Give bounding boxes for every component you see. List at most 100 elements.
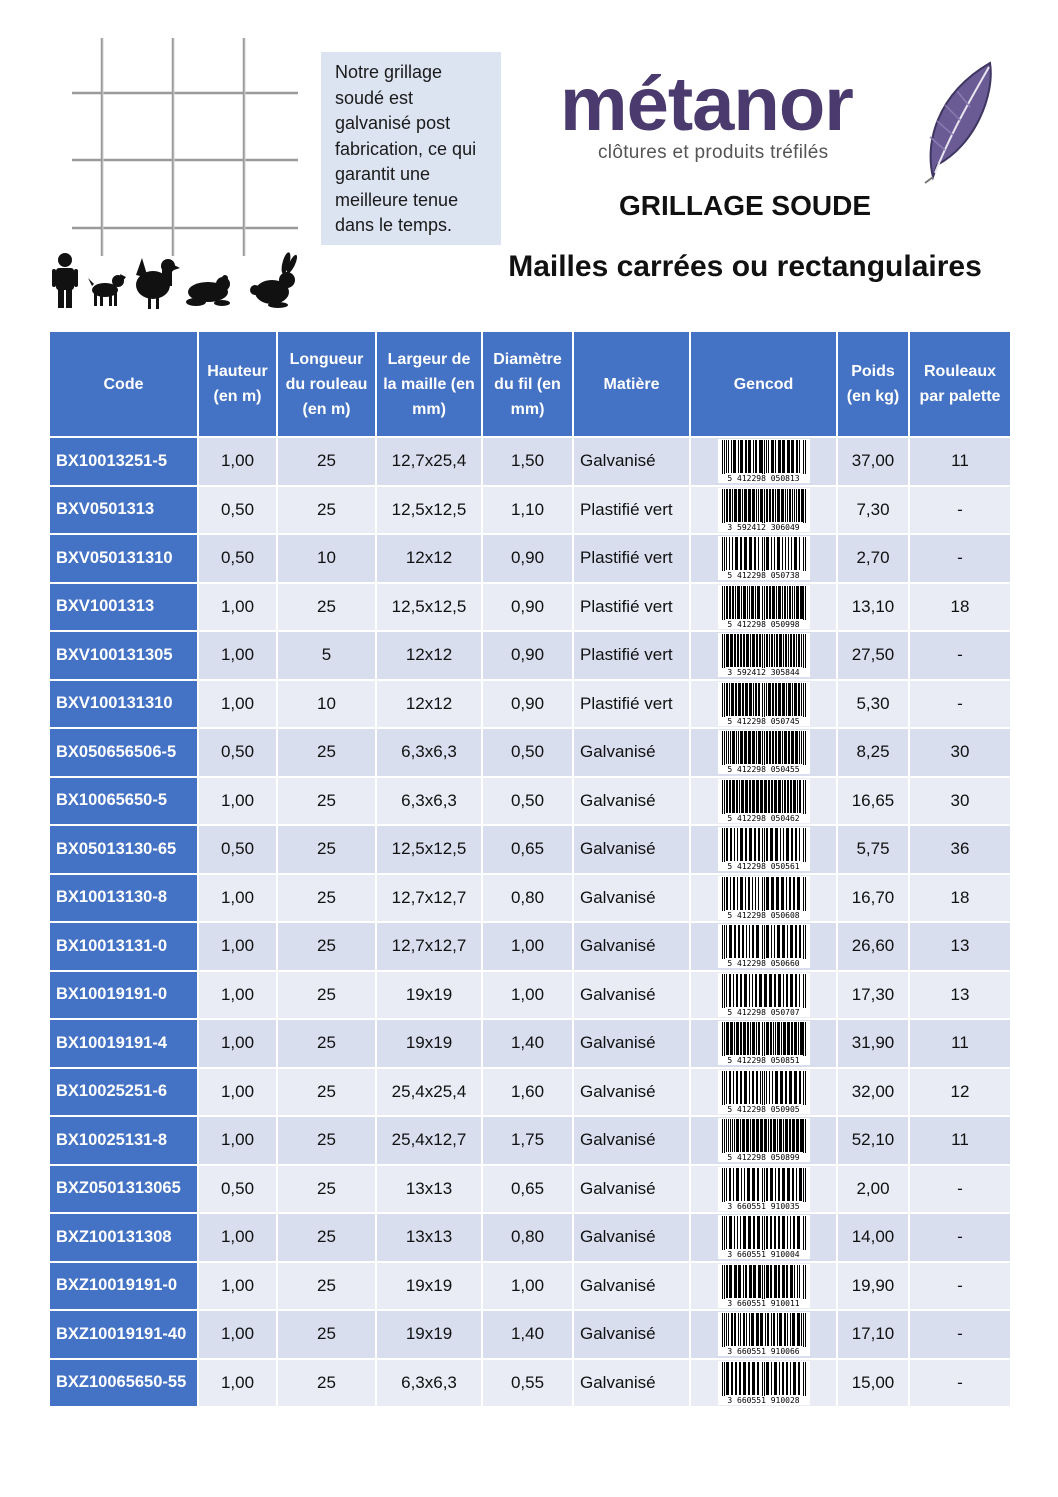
barcode-icon: 5 412298 050998 [717, 584, 810, 629]
diametre-cell: 0,80 [481, 1212, 574, 1263]
poids-cell: 2,70 [836, 533, 910, 584]
table-row: BXV100131310 1,00 10 12x12 0,90 Plastifié ver… [48, 678, 1012, 729]
table-row: BX05013130-65 0,50 25 12,5x12,5 0,65 Galvanis… [48, 824, 1012, 875]
matiere-cell: Galvanisé [572, 1309, 691, 1360]
poids-cell: 5,30 [836, 678, 910, 729]
page-subtitle: Mailles carrées ou rectangulaires [508, 250, 982, 283]
gencod-cell: 5 412298 050660 [689, 921, 838, 972]
code-cell: BXZ10065650-55 [48, 1357, 199, 1408]
gencod-cell: 5 412298 050738 [689, 533, 838, 584]
diametre-cell: 1,10 [481, 484, 574, 535]
largeur-cell: 12x12 [375, 533, 483, 584]
matiere-cell: Galvanisé [572, 1260, 691, 1311]
longueur-cell: 25 [276, 1212, 377, 1263]
rouleaux-cell: 18 [908, 872, 1012, 923]
code-cell: BX10013251-5 [48, 436, 199, 487]
rouleaux-cell: 30 [908, 775, 1012, 826]
matiere-cell: Galvanisé [572, 1163, 691, 1214]
barcode-icon: 3 592412 305844 [717, 633, 810, 678]
largeur-cell: 12,5x12,5 [375, 484, 483, 535]
code-cell: BX10025131-8 [48, 1115, 199, 1166]
barcode-icon: 5 412298 050660 [717, 924, 810, 969]
poids-cell: 8,25 [836, 727, 910, 778]
matiere-cell: Galvanisé [572, 969, 691, 1020]
hauteur-cell: 1,00 [197, 581, 278, 632]
column-header: Code [48, 330, 199, 438]
feather-icon [924, 61, 992, 184]
largeur-cell: 19x19 [375, 1018, 483, 1069]
table-row: BX10025251-6 1,00 25 25,4x25,4 1,60 Galvanisé… [48, 1066, 1012, 1117]
longueur-cell: 25 [276, 1066, 377, 1117]
table-row: BX10013251-5 1,00 25 12,7x25,4 1,50 Galvanisé… [48, 436, 1012, 487]
note-box: Notre grillage soudé est galvanisé post … [321, 52, 501, 245]
matiere-cell: Plastifié vert [572, 678, 691, 729]
gencod-cell: 5 412298 050813 [689, 436, 838, 487]
rouleaux-cell: - [908, 484, 1012, 535]
matiere-cell: Galvanisé [572, 436, 691, 487]
barcode-number: 5 412298 050608 [717, 910, 810, 920]
poids-cell: 32,00 [836, 1066, 910, 1117]
page-title: GRILLAGE SOUDE [618, 190, 871, 221]
matiere-cell: Galvanisé [572, 727, 691, 778]
poids-cell: 2,00 [836, 1163, 910, 1214]
longueur-cell: 25 [276, 1115, 377, 1166]
column-header: Poids (en kg) [836, 330, 910, 438]
table-header-row: Code Hauteur (en m) Longueur du rouleau … [48, 330, 1012, 438]
barcode-number: 5 412298 050660 [717, 959, 810, 969]
matiere-cell: Plastifié vert [572, 533, 691, 584]
diametre-cell: 1,75 [481, 1115, 574, 1166]
table-row: BX10013130-8 1,00 25 12,7x12,7 0,80 Galvanisé… [48, 872, 1012, 923]
largeur-cell: 12x12 [375, 678, 483, 729]
longueur-cell: 25 [276, 436, 377, 487]
code-cell: BX10019191-4 [48, 1018, 199, 1069]
rouleaux-cell: - [908, 1357, 1012, 1408]
barcode-number: 5 412298 050813 [717, 474, 810, 484]
code-cell: BX05013130-65 [48, 824, 199, 875]
frog-icon [186, 275, 230, 306]
rouleaux-cell: 12 [908, 1066, 1012, 1117]
table-row: BX10065650-5 1,00 25 6,3x6,3 0,50 Galvanisé 5 … [48, 775, 1012, 826]
matiere-cell: Plastifié vert [572, 484, 691, 535]
barcode-icon: 5 412298 050899 [717, 1118, 810, 1163]
gencod-cell: 5 412298 050745 [689, 678, 838, 729]
longueur-cell: 25 [276, 775, 377, 826]
longueur-cell: 25 [276, 969, 377, 1020]
rouleaux-cell: 11 [908, 1018, 1012, 1069]
hauteur-cell: 0,50 [197, 727, 278, 778]
animal-icons [52, 252, 298, 309]
hauteur-cell: 1,00 [197, 678, 278, 729]
diametre-cell: 0,50 [481, 775, 574, 826]
poids-cell: 13,10 [836, 581, 910, 632]
barcode-number: 5 412298 050851 [717, 1056, 810, 1066]
matiere-cell: Galvanisé [572, 1018, 691, 1069]
longueur-cell: 25 [276, 1163, 377, 1214]
rouleaux-cell: - [908, 678, 1012, 729]
rouleaux-cell: 13 [908, 969, 1012, 1020]
longueur-cell: 10 [276, 533, 377, 584]
hauteur-cell: 1,00 [197, 436, 278, 487]
column-header: Largeur de la maille (en mm) [375, 330, 483, 438]
gencod-cell: 5 412298 050905 [689, 1066, 838, 1117]
code-cell: BX10019191-0 [48, 969, 199, 1020]
longueur-cell: 25 [276, 1309, 377, 1360]
gencod-cell: 3 660551 910028 [689, 1357, 838, 1408]
barcode-icon: 3 660551 910011 [717, 1263, 810, 1308]
gencod-cell: 5 412298 050462 [689, 775, 838, 826]
longueur-cell: 25 [276, 824, 377, 875]
gencod-cell: 5 412298 050608 [689, 872, 838, 923]
column-header: Hauteur (en m) [197, 330, 278, 438]
hauteur-cell: 0,50 [197, 824, 278, 875]
largeur-cell: 12x12 [375, 630, 483, 681]
diametre-cell: 0,65 [481, 1163, 574, 1214]
matiere-cell: Galvanisé [572, 824, 691, 875]
poids-cell: 14,00 [836, 1212, 910, 1263]
longueur-cell: 10 [276, 678, 377, 729]
gencod-cell: 5 412298 050899 [689, 1115, 838, 1166]
person-icon [52, 253, 78, 308]
poids-cell: 7,30 [836, 484, 910, 535]
diametre-cell: 1,60 [481, 1066, 574, 1117]
logo-wordmark: métanor [560, 62, 854, 147]
gencod-cell: 3 660551 910066 [689, 1309, 838, 1360]
gencod-cell: 3 592412 306049 [689, 484, 838, 535]
barcode-number: 3 592412 305844 [717, 668, 810, 678]
